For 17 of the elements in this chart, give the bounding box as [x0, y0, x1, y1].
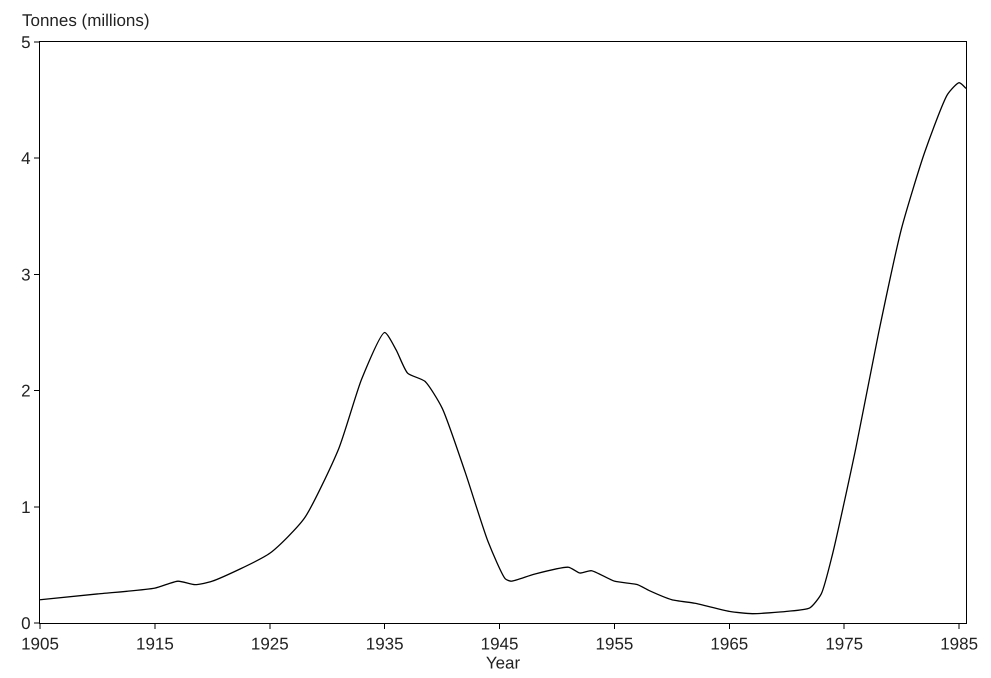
y-tick-label: 4 [21, 149, 31, 168]
y-tick-label: 1 [21, 498, 31, 517]
x-tick-label: 1905 [21, 634, 59, 654]
y-tick-label: 3 [21, 265, 31, 284]
x-tick-label: 1945 [480, 634, 518, 654]
y-tick-label: 2 [21, 382, 31, 401]
x-tick-label: 1965 [710, 634, 748, 654]
x-tick-label: 1985 [940, 634, 978, 654]
y-tick-label: 5 [21, 32, 31, 52]
y-axis-title: Tonnes (millions) [22, 11, 150, 30]
x-tick-label: 1975 [825, 634, 864, 654]
x-tick-label: 1935 [366, 634, 404, 654]
x-tick-label: 1955 [596, 634, 634, 654]
y-tick-label: 0 [21, 614, 31, 633]
x-axis-title: Year [486, 653, 521, 672]
x-tick-label: 1915 [136, 634, 174, 654]
x-tick-label: 1925 [250, 634, 289, 654]
